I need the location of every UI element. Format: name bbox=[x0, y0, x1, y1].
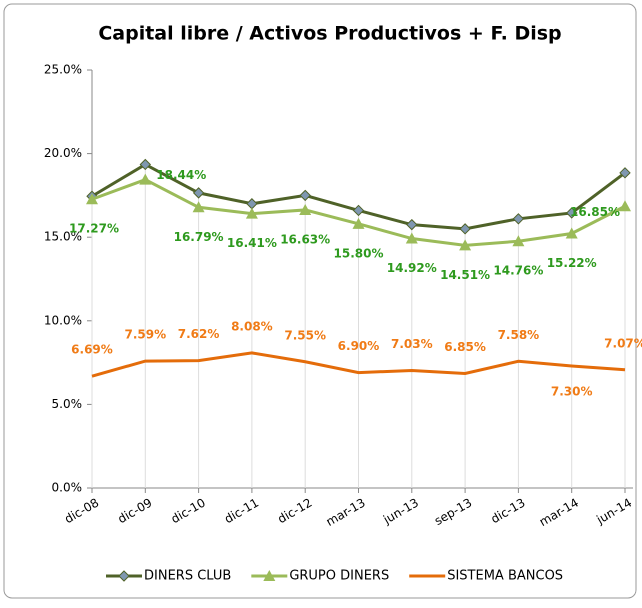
marker bbox=[512, 213, 525, 225]
data-label: 8.08% bbox=[231, 319, 273, 333]
marker bbox=[512, 235, 525, 247]
data-label: 16.85% bbox=[570, 205, 620, 219]
series-line bbox=[91, 351, 626, 378]
marker bbox=[565, 207, 578, 219]
data-label: 7.55% bbox=[284, 328, 326, 342]
data-label: 14.76% bbox=[493, 264, 543, 278]
legend-marker bbox=[118, 570, 130, 582]
y-tick-label: 0.0% bbox=[52, 481, 83, 495]
chart-border bbox=[3, 3, 637, 599]
data-label: 14.51% bbox=[440, 268, 490, 282]
y-tick-label: 15.0% bbox=[44, 230, 82, 244]
y-tick-label: 20.0% bbox=[44, 146, 82, 160]
data-label: 16.79% bbox=[174, 230, 224, 244]
marker bbox=[139, 173, 152, 185]
data-label: 7.58% bbox=[498, 328, 540, 342]
marker bbox=[352, 217, 365, 229]
data-label: 6.69% bbox=[71, 343, 113, 357]
data-label: 7.07% bbox=[604, 336, 642, 350]
legend-label: GRUPO DINERS bbox=[289, 569, 389, 584]
marker bbox=[459, 223, 471, 235]
data-label: 16.63% bbox=[280, 232, 330, 246]
marker bbox=[299, 189, 311, 202]
data-label: 14.92% bbox=[387, 261, 437, 275]
data-label: 7.62% bbox=[178, 327, 220, 341]
y-tick-label: 10.0% bbox=[44, 313, 82, 327]
data-label: 7.30% bbox=[551, 384, 593, 398]
chart-title: Capital libre / Activos Productivos + F.… bbox=[98, 23, 561, 45]
data-label: 15.22% bbox=[547, 256, 597, 270]
data-label: 16.41% bbox=[227, 236, 277, 250]
marker bbox=[459, 239, 472, 251]
marker bbox=[405, 232, 418, 244]
marker bbox=[406, 218, 418, 231]
data-label: 18.44% bbox=[156, 168, 206, 182]
data-label: 6.85% bbox=[444, 340, 486, 354]
data-label: 7.03% bbox=[391, 337, 433, 351]
marker bbox=[86, 193, 98, 205]
data-label: 7.59% bbox=[124, 328, 166, 342]
marker bbox=[299, 203, 312, 215]
data-label: 17.27% bbox=[69, 222, 119, 236]
marker bbox=[245, 207, 258, 219]
marker bbox=[619, 200, 631, 212]
marker bbox=[565, 227, 578, 239]
y-tick-label: 25.0% bbox=[44, 63, 82, 77]
marker bbox=[139, 158, 152, 171]
y-tick-label: 5.0% bbox=[52, 397, 83, 411]
marker bbox=[192, 187, 205, 199]
marker bbox=[192, 201, 205, 213]
legend-marker bbox=[263, 570, 276, 581]
marker bbox=[352, 204, 365, 217]
marker bbox=[619, 167, 631, 179]
data-label: 15.80% bbox=[334, 246, 384, 260]
legend-label: DINERS CLUB bbox=[144, 569, 231, 584]
legend-label: SISTEMA BANCOS bbox=[447, 569, 563, 584]
data-label: 6.90% bbox=[338, 339, 380, 353]
